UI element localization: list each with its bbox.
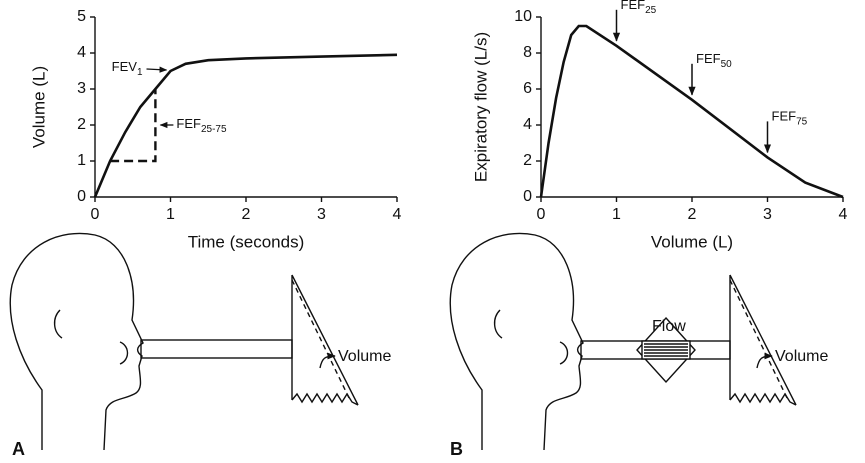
y-tick-label: 0: [77, 188, 86, 205]
y-tick-label: 1: [77, 152, 86, 169]
annotation: FEF25: [621, 0, 657, 15]
diagram-a: Volume A: [9, 232, 391, 459]
x-axis-title: Time (seconds): [188, 232, 305, 251]
x-tick-label: 1: [612, 206, 621, 223]
diagram-b: Flow Volume B: [449, 232, 828, 459]
annotation-subscript: 1: [137, 67, 143, 78]
annotation-text: FEF: [772, 109, 797, 124]
y-tick-label: 4: [523, 116, 532, 133]
annotation-text: FEV: [112, 59, 138, 74]
y-tick-label: 0: [523, 188, 532, 205]
line: [93, 53, 398, 198]
annotation-text: FEF: [176, 116, 201, 131]
panel-label: A: [12, 439, 25, 459]
diagram-label: Volume: [775, 348, 828, 365]
annotation-subscript: 50: [721, 58, 733, 69]
annotation-subscript: 25: [645, 4, 657, 15]
panel-label: B: [450, 439, 463, 459]
annotation-dashed: [110, 89, 157, 163]
y-tick-label: 6: [523, 80, 532, 97]
x-tick-label: 4: [393, 206, 402, 223]
x-tick-label: 2: [242, 206, 251, 223]
y-tick-label: 10: [514, 8, 532, 25]
annotation-text: FEF: [696, 51, 721, 66]
x-axis-title: Volume (L): [651, 232, 733, 251]
x-tick-label: 1: [166, 206, 175, 223]
y-tick-label: 2: [523, 152, 532, 169]
y-tick-label: 5: [77, 8, 86, 25]
y-tick-label: 3: [77, 80, 86, 97]
y-axis-title: Volume (L): [29, 66, 48, 148]
y-tick-label: 4: [77, 44, 86, 61]
annotation: FEF25-75: [176, 116, 227, 134]
y-axis-title: Expiratory flow (L/s): [471, 32, 490, 182]
line: [539, 24, 844, 199]
annotation: FEV1: [112, 59, 143, 77]
x-tick-label: 4: [839, 206, 848, 223]
diagram-label: Volume: [338, 348, 391, 365]
annotation: FEF50: [696, 51, 732, 69]
x-tick-label: 3: [317, 206, 326, 223]
x-tick-label: 0: [91, 206, 100, 223]
annotation-subscript: 25-75: [201, 124, 227, 135]
diagram-label: Flow: [652, 318, 686, 335]
y-tick-label: 2: [77, 116, 86, 133]
x-tick-label: 2: [688, 206, 697, 223]
annotation: FEF75: [772, 109, 808, 127]
annotation-arrow: [146, 66, 168, 73]
y-tick-label: 8: [523, 44, 532, 61]
annotation-text: FEF: [621, 0, 646, 12]
x-tick-label: 3: [763, 206, 772, 223]
x-tick-label: 0: [537, 206, 546, 223]
annotation-subscript: 75: [796, 116, 808, 127]
